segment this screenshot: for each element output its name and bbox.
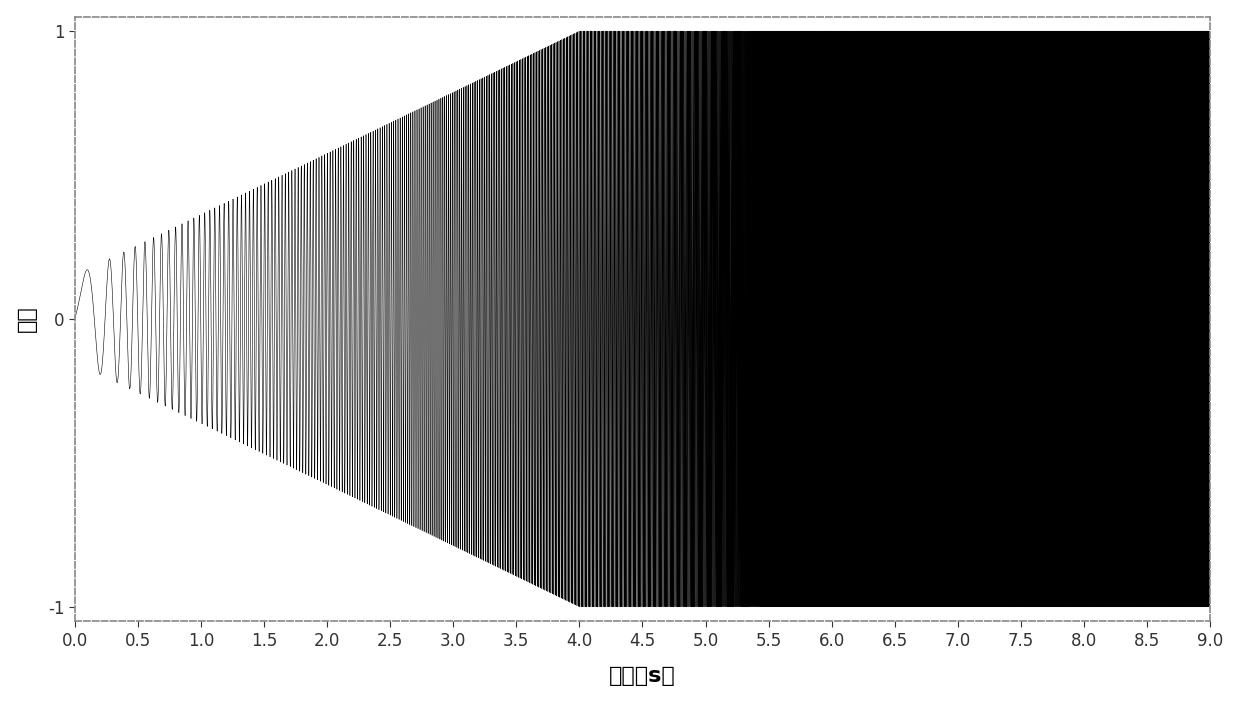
X-axis label: 时间（s）: 时间（s）: [609, 666, 676, 686]
Y-axis label: 幅値: 幅値: [16, 306, 37, 333]
